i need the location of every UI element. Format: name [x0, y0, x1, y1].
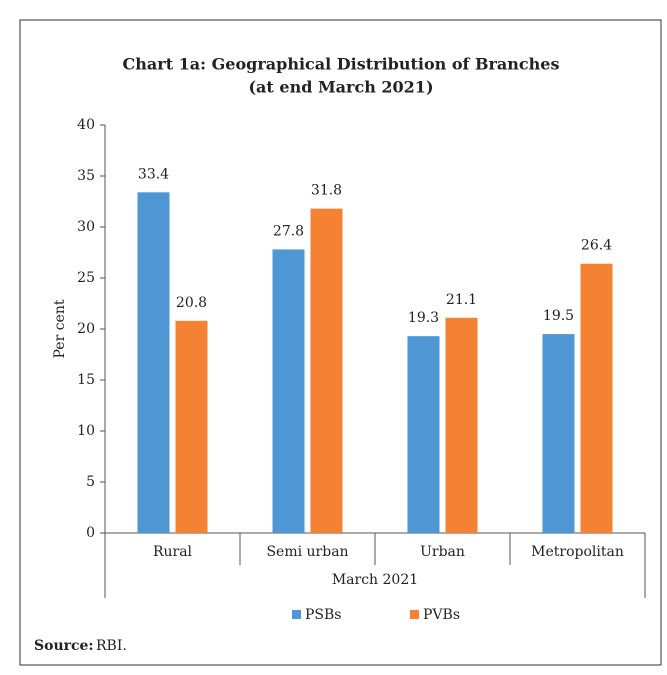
legend-label: PSBs	[305, 607, 341, 623]
x-tick-label: Semi urban	[266, 544, 348, 560]
bar	[175, 320, 208, 533]
legend-swatch	[292, 610, 301, 619]
y-tick-label: 20	[77, 321, 95, 337]
y-tick-label: 30	[77, 219, 95, 235]
source: RBI.	[96, 638, 127, 654]
x-tick-label: Rural	[153, 544, 193, 560]
value-label: 21.1	[446, 292, 477, 308]
source-label: Source:	[34, 638, 94, 654]
x-tick-label: Metropolitan	[531, 544, 624, 560]
bar	[137, 192, 170, 533]
bar	[407, 336, 440, 533]
bar	[272, 249, 305, 533]
bar	[542, 334, 575, 533]
x-group-label: March 2021	[332, 572, 418, 588]
legend-swatch	[410, 610, 419, 619]
chart-title: Chart 1a: Geographical Distribution of B…	[123, 55, 560, 74]
y-tick-label: 35	[77, 168, 95, 184]
value-label: 26.4	[581, 238, 612, 254]
value-label: 19.3	[408, 310, 439, 326]
value-label: 31.8	[311, 183, 342, 199]
y-tick-label: 10	[77, 423, 95, 439]
value-label: 20.8	[176, 295, 207, 311]
y-tick-label: 0	[86, 525, 95, 541]
bar	[580, 263, 613, 533]
y-tick-label: 25	[77, 270, 95, 286]
value-label: 19.5	[543, 308, 574, 324]
chart-subtitle: (at end March 2021)	[248, 78, 433, 97]
frame	[19, 19, 662, 666]
y-tick-label: 5	[86, 474, 95, 490]
bar	[310, 208, 343, 533]
y-tick-label: 40	[77, 117, 95, 133]
value-label: 33.4	[138, 166, 169, 182]
y-tick-label: 15	[77, 372, 95, 388]
y-axis-label: Per cent	[52, 299, 68, 358]
legend-label: PVBs	[423, 607, 460, 623]
x-tick-label: Urban	[420, 544, 465, 560]
bar	[445, 317, 478, 533]
value-label: 27.8	[273, 223, 304, 239]
